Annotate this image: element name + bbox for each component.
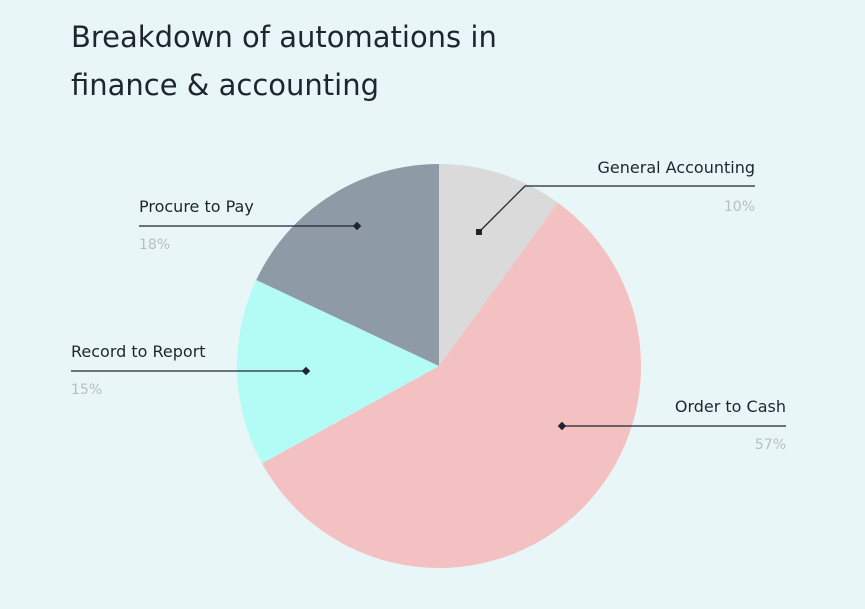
slice-value-record-to-report: 15% [71,382,102,398]
pie-slice-procure-to-pay [256,164,439,366]
slice-label-procure-to-pay: Procure to Pay [139,197,254,216]
pie-callouts: General Accounting 10% Order to Cash 57% Rec… [71,158,786,453]
pie-slice-general-accounting [439,164,558,366]
slice-label-general-accounting: General Accounting [598,158,755,177]
slice-value-order-to-cash: 57% [755,437,786,453]
pie-slice-record-to-report [237,279,439,464]
callout-marker-general-accounting [476,229,482,235]
chart-title: Breakdown of automations in finance & ac… [71,20,497,102]
pie-slice-order-to-cash [261,202,641,569]
slice-value-procure-to-pay: 18% [139,237,170,253]
pie-slices [237,164,641,569]
slice-label-record-to-report: Record to Report [71,342,206,361]
slice-label-order-to-cash: Order to Cash [675,397,786,416]
callout-marker-order-to-cash [557,421,567,431]
callout-marker-record-to-report [301,366,311,376]
callout-line-general-accounting [478,185,755,233]
slice-value-general-accounting: 10% [724,199,755,215]
callout-marker-procure-to-pay [352,221,362,231]
